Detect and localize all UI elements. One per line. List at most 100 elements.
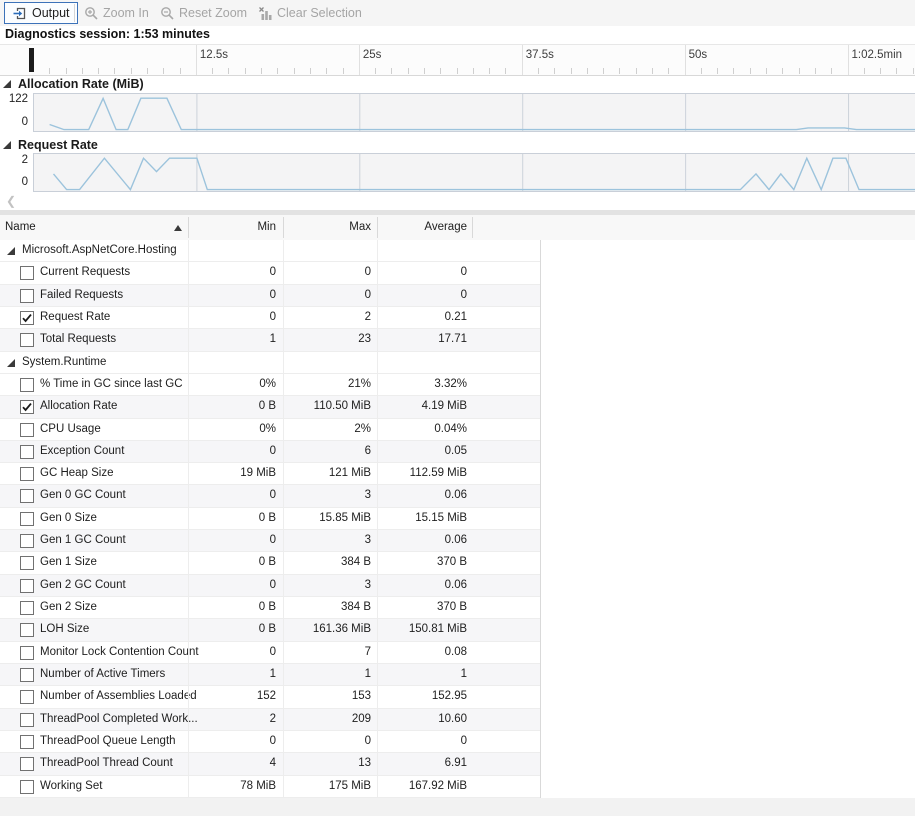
horizontal-scrollbar[interactable]: ❮ — [0, 192, 915, 210]
table-row[interactable]: Current Requests 0 0 0 — [0, 262, 540, 285]
metric-checkbox-checked[interactable] — [20, 400, 34, 415]
clear-selection-label: Clear Selection — [277, 6, 362, 20]
metric-checkbox[interactable] — [20, 578, 34, 593]
ruler-minor-tick — [407, 68, 409, 74]
allocation-rate-line-chart — [49, 94, 915, 131]
table-row[interactable]: Gen 0 GC Count 0 3 0.06 — [0, 485, 540, 508]
ruler-minor-tick — [749, 68, 751, 74]
timeline-ruler[interactable]: 12.5s 25s 37.5s 50s 1:02.5min — [0, 44, 915, 76]
metric-average-value: 1 — [460, 667, 467, 680]
metric-checkbox[interactable] — [20, 467, 34, 482]
output-button[interactable]: Output — [4, 2, 78, 24]
table-row[interactable]: ThreadPool Queue Length 0 0 0 — [0, 730, 540, 754]
ruler-minor-tick — [831, 68, 833, 74]
metric-checkbox[interactable] — [20, 690, 34, 705]
table-row[interactable]: ThreadPool Thread Count 4 13 6.91 — [0, 753, 540, 776]
metric-average-value: 152.95 — [431, 690, 467, 703]
metric-checkbox-checked[interactable] — [20, 310, 34, 325]
table-row[interactable]: Number of Assemblies Loaded 152 153 152.95 — [0, 686, 540, 709]
metric-checkbox[interactable] — [20, 779, 34, 794]
metric-checkbox[interactable] — [20, 489, 34, 504]
table-row[interactable]: Total Requests 1 23 17.71 — [0, 329, 540, 352]
table-row[interactable]: % Time in GC since last GC 0% 21% 3.32% — [0, 373, 540, 397]
metric-name: Gen 2 GC Count — [40, 578, 126, 591]
metric-name: Number of Assemblies Loaded — [40, 690, 197, 703]
metric-checkbox[interactable] — [20, 645, 34, 660]
metric-checkbox[interactable] — [20, 623, 34, 638]
ruler-minor-tick — [375, 68, 377, 74]
request-rate-chart[interactable] — [33, 153, 915, 192]
metric-max-value: 3 — [364, 534, 371, 547]
ruler-minor-tick — [489, 68, 491, 74]
checkmark-icon — [22, 313, 32, 323]
table-row[interactable]: GC Heap Size 19 MiB 121 MiB 112.59 MiB — [0, 463, 540, 486]
table-row[interactable]: ThreadPool Completed Work... 2 209 10.60 — [0, 708, 540, 731]
metric-checkbox[interactable] — [20, 266, 34, 281]
metric-average-value: 0 — [460, 288, 467, 301]
allocation-rate-chart[interactable] — [33, 93, 915, 132]
metric-name: LOH Size — [40, 623, 90, 636]
table-row[interactable]: Gen 0 Size 0 B 15.85 MiB 15.15 MiB — [0, 507, 540, 531]
table-row[interactable]: Allocation Rate 0 B 110.50 MiB 4.19 MiB — [0, 396, 540, 419]
metric-checkbox[interactable] — [20, 757, 34, 772]
metric-checkbox[interactable] — [20, 601, 34, 615]
table-row[interactable]: Exception Count 0 6 0.05 — [0, 440, 540, 464]
metric-min-value: 0 — [269, 578, 276, 591]
metric-checkbox[interactable] — [20, 444, 34, 459]
metric-average-value: 0.06 — [444, 534, 467, 547]
table-row[interactable]: Gen 2 GC Count 0 3 0.06 — [0, 574, 540, 597]
metric-max-value: 23 — [358, 333, 371, 346]
metric-checkbox[interactable] — [20, 556, 34, 571]
table-row[interactable]: Gen 1 Size 0 B 384 B 370 B — [0, 552, 540, 575]
metric-checkbox[interactable] — [20, 422, 34, 437]
request-axis-max-label: 2 — [21, 154, 28, 166]
table-group-row[interactable]: Microsoft.AspNetCore.Hosting — [0, 240, 540, 263]
metric-min-value: 0 — [269, 645, 276, 658]
clear-selection-button[interactable]: Clear Selection — [258, 2, 362, 24]
zoom-in-button[interactable]: Zoom In — [84, 2, 149, 24]
ruler-minor-tick — [423, 68, 425, 74]
table-row[interactable]: LOH Size 0 B 161.36 MiB 150.81 MiB — [0, 619, 540, 642]
column-header-name[interactable]: Name — [5, 221, 36, 233]
metric-max-value: 110.50 MiB — [313, 400, 371, 413]
timeline-position-marker[interactable] — [29, 48, 34, 72]
request-rate-section-header[interactable]: Request Rate — [3, 138, 98, 152]
table-row[interactable]: Request Rate 0 2 0.21 — [0, 306, 540, 330]
table-row[interactable]: CPU Usage 0% 2% 0.04% — [0, 418, 540, 441]
metric-checkbox[interactable] — [20, 333, 34, 348]
metric-checkbox[interactable] — [20, 734, 34, 749]
metric-name: Allocation Rate — [40, 400, 118, 413]
zoom-in-label: Zoom In — [103, 6, 149, 20]
table-row[interactable]: Monitor Lock Contention Count 0 7 0.08 — [0, 641, 540, 664]
metric-checkbox[interactable] — [20, 712, 34, 727]
metric-checkbox[interactable] — [20, 377, 34, 392]
metric-checkbox[interactable] — [20, 534, 34, 549]
table-row[interactable]: Gen 2 Size 0 B 384 B 370 B — [0, 597, 540, 620]
metric-checkbox[interactable] — [20, 511, 34, 526]
ruler-minor-tick — [505, 68, 507, 74]
table-group-row[interactable]: System.Runtime — [0, 351, 540, 374]
table-row[interactable]: Failed Requests 0 0 0 — [0, 284, 540, 307]
ruler-major-tick — [521, 45, 523, 75]
ruler-minor-tick — [81, 68, 83, 74]
metric-name: ThreadPool Thread Count — [40, 757, 173, 770]
ruler-tick-label: 1:02.5min — [851, 49, 903, 61]
table-row[interactable]: Gen 1 GC Count 0 3 0.06 — [0, 530, 540, 553]
metric-min-value: 0 B — [258, 511, 276, 524]
table-row[interactable]: Working Set 78 MiB 175 MiB 167.92 MiB — [0, 775, 540, 798]
metric-average-value: 0.08 — [444, 645, 467, 658]
metric-checkbox[interactable] — [20, 288, 34, 303]
ruler-minor-tick — [603, 68, 605, 74]
metric-checkbox[interactable] — [20, 667, 34, 682]
reset-zoom-button[interactable]: Reset Zoom — [160, 2, 247, 24]
column-header-average[interactable]: Average — [424, 221, 467, 233]
ruler-tick-label: 37.5s — [525, 49, 554, 61]
toolbar: Output Zoom In Reset Zoom — [0, 0, 915, 26]
counters-table-body: Microsoft.AspNetCore.Hosting Current Requ… — [0, 240, 915, 798]
column-header-max[interactable]: Max — [349, 221, 371, 233]
allocation-rate-section-header[interactable]: Allocation Rate (MiB) — [3, 77, 144, 91]
column-header-min[interactable]: Min — [257, 221, 276, 233]
chevron-left-icon[interactable]: ❮ — [6, 194, 17, 208]
table-row[interactable]: Number of Active Timers 1 1 1 — [0, 663, 540, 687]
